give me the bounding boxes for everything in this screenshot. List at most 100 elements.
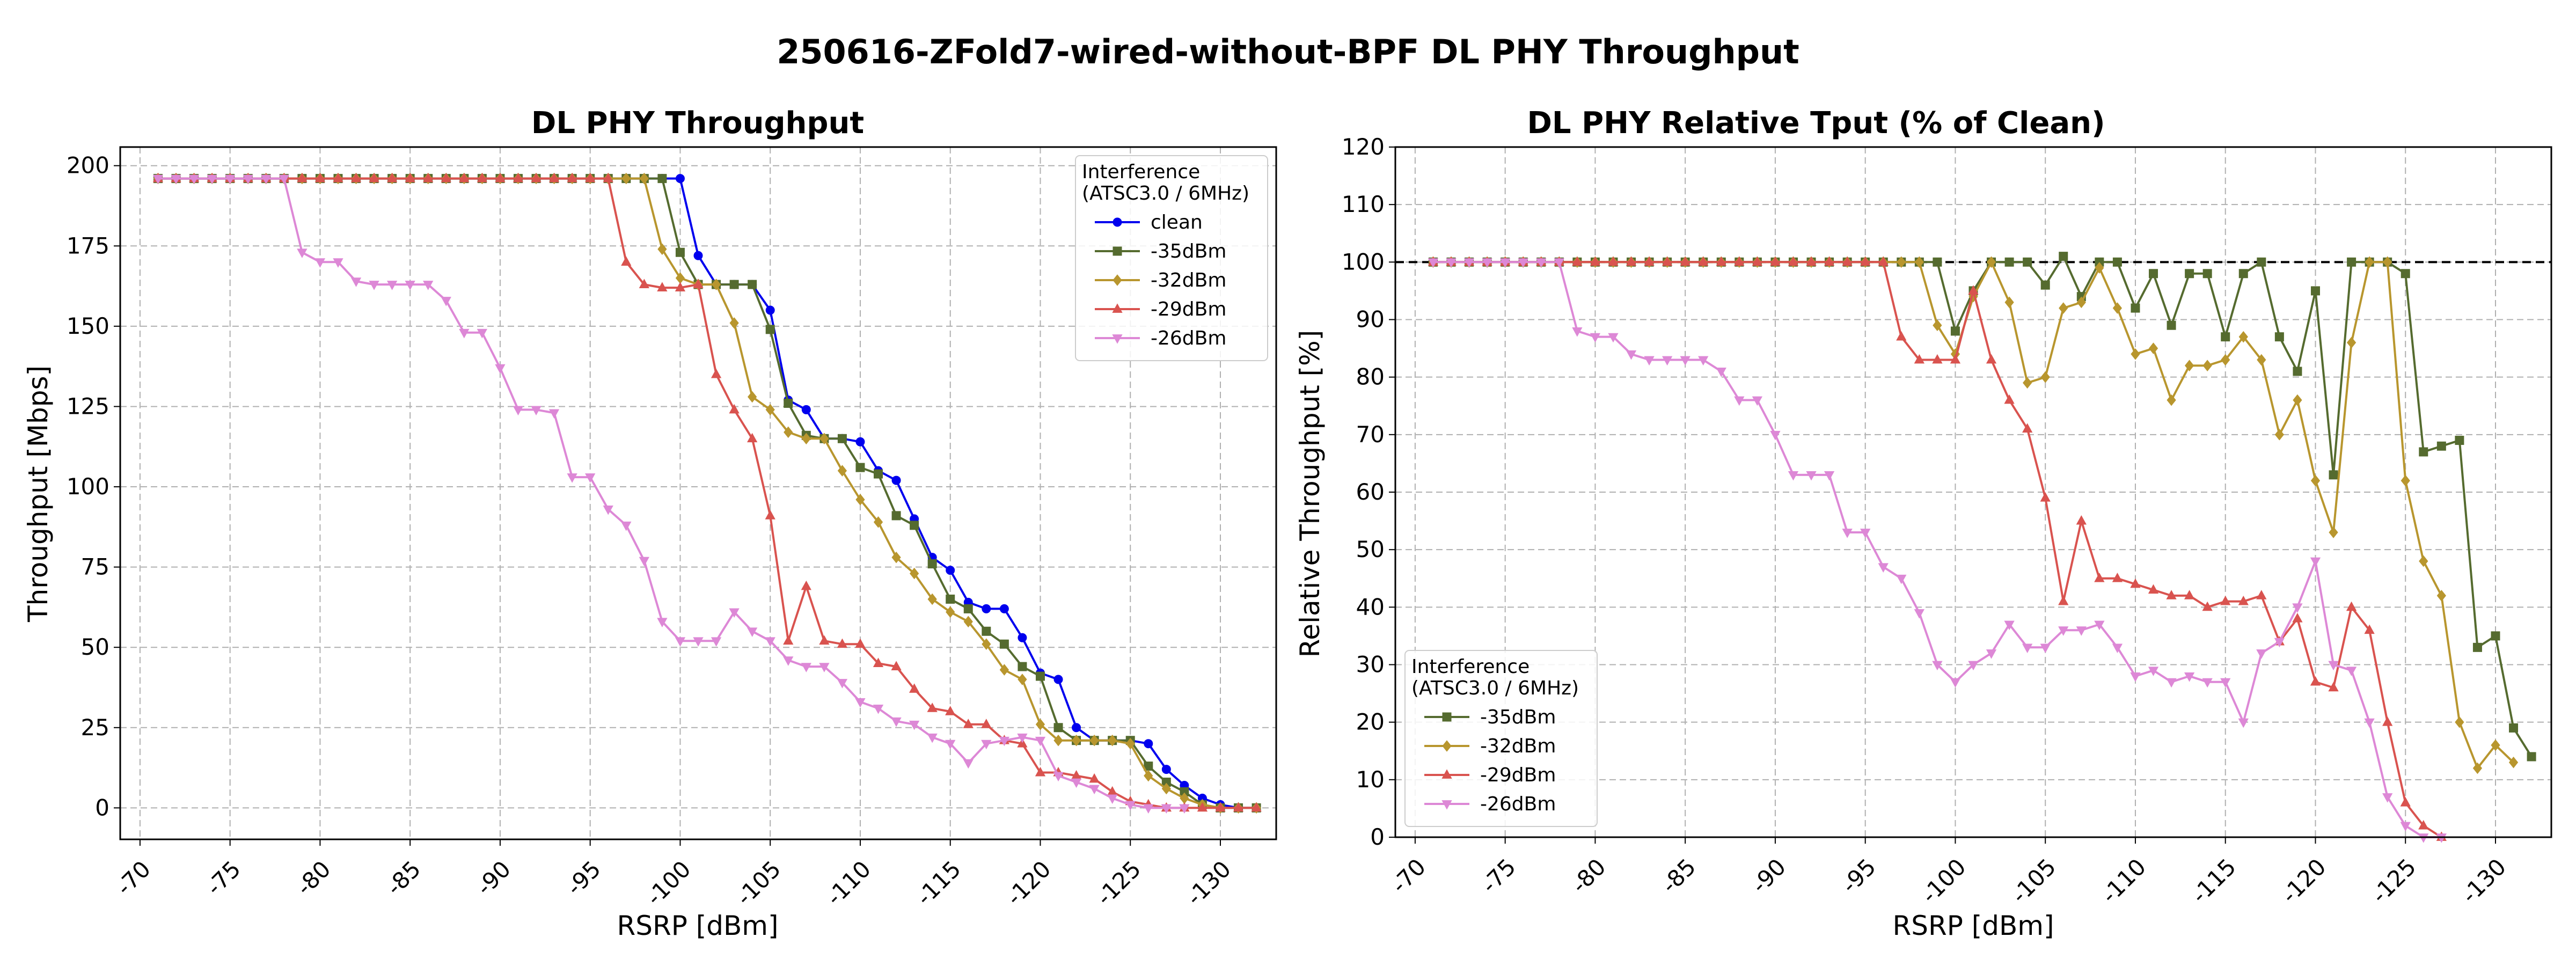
- data-point: [1986, 256, 1996, 268]
- data-point: [2382, 793, 2393, 803]
- data-point: [531, 406, 541, 416]
- data-point: [207, 174, 217, 185]
- data-point: [350, 172, 362, 182]
- data-point: [657, 618, 668, 627]
- data-point: [1161, 765, 1171, 774]
- y-tick-label: 40: [1356, 594, 1385, 620]
- data-point: [567, 473, 577, 483]
- legend: Interference(ATSC3.0 / 6MHz) -35dBm -32dBm…: [1404, 650, 1598, 827]
- legend-marker: [1441, 800, 1452, 810]
- data-point: [999, 736, 1010, 747]
- y-tick-label: 20: [1356, 709, 1385, 735]
- data-point: [2400, 822, 2411, 832]
- y-tick-label: 50: [1356, 536, 1385, 562]
- data-point: [2365, 256, 2374, 268]
- data-point: [819, 635, 830, 645]
- data-point: [1251, 802, 1262, 812]
- data-point: [748, 280, 757, 289]
- data-point: [2148, 667, 2159, 676]
- data-point: [874, 469, 883, 479]
- data-point: [837, 638, 848, 648]
- data-point: [2058, 595, 2069, 605]
- data-point: [2149, 269, 2158, 279]
- data-point: [855, 638, 866, 648]
- data-point: [423, 281, 434, 290]
- data-point: [2293, 367, 2302, 376]
- data-point: [927, 593, 937, 605]
- data-point: [2112, 573, 2123, 582]
- data-point: [693, 251, 703, 260]
- x-axis-label: RSRP [dBm]: [1892, 910, 2054, 941]
- data-point: [2383, 256, 2392, 268]
- data-point: [1950, 326, 1960, 336]
- y-tick-label: 125: [67, 393, 109, 419]
- y-tick-label: 120: [1342, 134, 1385, 160]
- y-tick-label: 25: [81, 714, 109, 741]
- y-tick-label: 0: [1370, 824, 1385, 850]
- data-point: [963, 616, 973, 628]
- data-point: [1161, 804, 1172, 814]
- data-point: [1107, 786, 1118, 796]
- data-point: [2328, 661, 2339, 671]
- data-point: [2364, 624, 2375, 634]
- data-point: [1035, 736, 1046, 747]
- data-point: [2419, 555, 2428, 567]
- data-point: [2256, 590, 2267, 599]
- data-point: [1215, 802, 1226, 812]
- legend-item: clean: [1095, 211, 1203, 233]
- data-point: [1950, 354, 1961, 364]
- data-point: [314, 258, 326, 268]
- data-point: [548, 409, 560, 419]
- data-point: [423, 172, 434, 182]
- data-point: [2221, 354, 2230, 366]
- data-point: [2004, 257, 2014, 267]
- legend-marker: [1112, 334, 1123, 344]
- data-point: [945, 740, 956, 750]
- data-point: [2238, 718, 2249, 728]
- data-point: [1824, 471, 1835, 481]
- data-point: [2130, 578, 2141, 588]
- data-point: [657, 243, 667, 255]
- x-tick-label: -120: [2277, 853, 2331, 908]
- data-point: [2112, 257, 2122, 267]
- data-point: [2274, 638, 2285, 648]
- x-tick-label: -75: [201, 855, 246, 900]
- data-point: [675, 282, 686, 291]
- data-point: [963, 759, 974, 769]
- data-point: [225, 174, 236, 185]
- data-point: [333, 258, 343, 268]
- data-point: [946, 594, 955, 604]
- data-point: [477, 328, 488, 339]
- data-point: [2347, 257, 2357, 267]
- data-point: [1572, 327, 1583, 337]
- series-line: [1433, 255, 2533, 758]
- data-point: [2166, 678, 2177, 688]
- data-point: [1125, 801, 1136, 811]
- legend-title: Interference: [1082, 161, 1200, 183]
- data-point: [1108, 734, 1117, 747]
- data-point: [675, 247, 685, 257]
- data-point: [1644, 356, 1655, 366]
- x-tick-label: -115: [2186, 853, 2241, 908]
- data-point: [2166, 590, 2177, 599]
- legend: Interference(ATSC3.0 / 6MHz) clean -35dBm -…: [1075, 155, 1268, 361]
- data-point: [765, 325, 775, 334]
- data-point: [152, 174, 164, 185]
- x-tick-label: -125: [2366, 853, 2421, 908]
- data-point: [2202, 269, 2212, 279]
- data-point: [2401, 269, 2410, 279]
- legend-label: -32dBm: [1480, 735, 1556, 757]
- data-point: [2130, 672, 2141, 682]
- data-point: [2004, 394, 2015, 404]
- data-point: [1590, 333, 1601, 343]
- data-point: [1950, 678, 1961, 688]
- data-point: [729, 280, 739, 289]
- data-point: [1572, 256, 1583, 266]
- legend-item: -29dBm: [1095, 298, 1226, 320]
- data-point: [1662, 256, 1673, 266]
- x-tick-label: -80: [1566, 853, 1611, 898]
- data-point: [585, 172, 596, 182]
- data-point: [2328, 682, 2339, 692]
- data-point: [603, 172, 613, 182]
- data-point: [441, 297, 451, 306]
